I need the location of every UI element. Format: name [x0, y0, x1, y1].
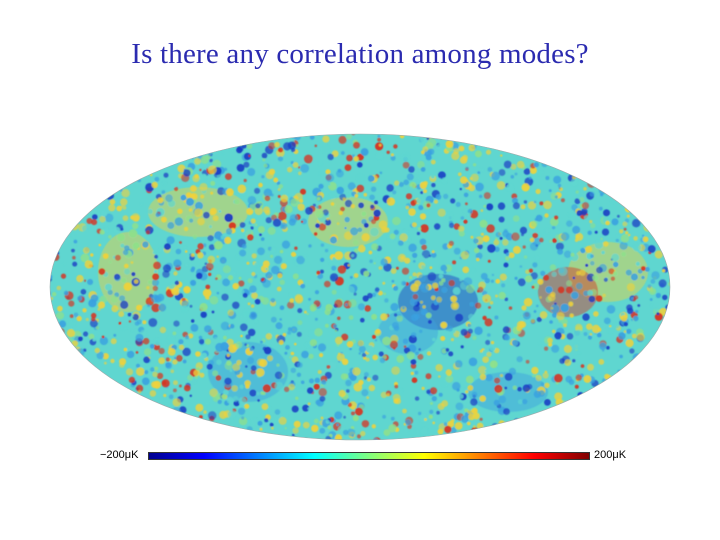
sky-map: [48, 132, 672, 442]
slide-title: Is there any correlation among modes?: [131, 38, 589, 70]
colorbar: −200μK 200μK: [0, 448, 720, 468]
sky-map-image: [49, 133, 671, 441]
colorbar-gradient: [148, 452, 590, 460]
colorbar-max-label: 200μK: [594, 449, 627, 461]
colorbar-min-label: −200μK: [100, 449, 139, 461]
